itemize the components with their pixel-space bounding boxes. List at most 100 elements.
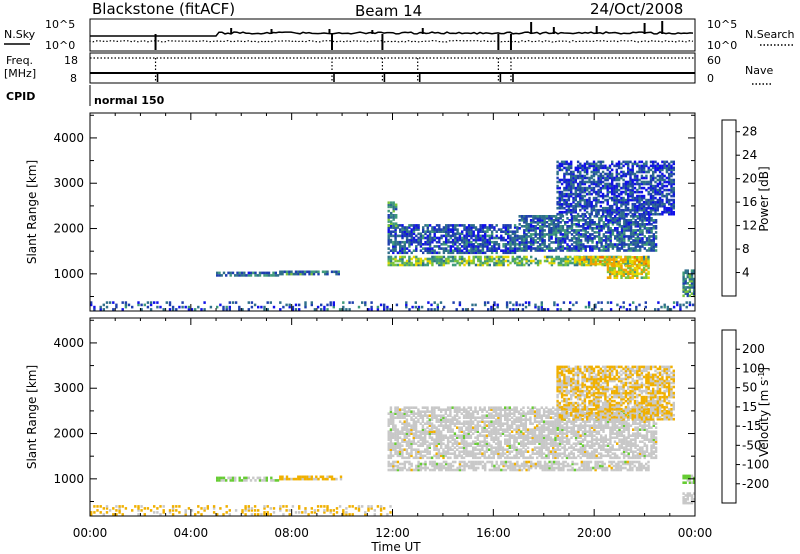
range-gate-cell xyxy=(590,176,593,180)
range-gate-cell xyxy=(624,202,628,206)
range-gate-cell xyxy=(431,257,434,261)
range-gate-cell xyxy=(629,188,632,192)
range-gate-cell xyxy=(620,170,623,174)
range-gate-cell xyxy=(596,466,600,470)
range-gate-cell xyxy=(431,251,434,255)
range-gate-cell xyxy=(430,438,434,441)
range-gate-cell xyxy=(465,259,468,263)
range-gate-cell xyxy=(576,192,580,196)
range-gate-cell xyxy=(440,436,443,439)
range-gate-cell xyxy=(310,475,313,479)
range-gate-cell xyxy=(633,266,637,270)
range-gate-cell xyxy=(403,466,406,470)
range-gate-cell xyxy=(620,217,624,220)
range-gate-cell xyxy=(467,452,470,455)
range-gate-cell xyxy=(458,255,462,259)
range-gate-cell xyxy=(470,245,473,248)
range-gate-cell xyxy=(405,232,409,236)
range-gate-cell xyxy=(320,505,323,508)
range-gate-cell xyxy=(588,190,591,194)
range-gate-cell xyxy=(241,308,244,311)
range-gate-cell xyxy=(638,208,641,212)
range-gate-cell xyxy=(561,225,565,228)
range-gate-cell xyxy=(690,273,694,277)
range-gate-cell xyxy=(579,233,583,236)
range-gate-cell xyxy=(488,420,491,423)
range-gate-cell xyxy=(310,507,313,510)
range-gate-cell xyxy=(451,452,454,455)
range-gate-cell xyxy=(525,239,528,242)
range-gate-cell xyxy=(245,274,248,277)
range-gate-cell xyxy=(394,234,397,238)
range-gate-cell xyxy=(532,225,535,228)
range-gate-cell xyxy=(267,271,271,275)
range-gate-cell xyxy=(558,202,561,206)
range-gate-cell xyxy=(490,230,494,233)
range-gate-cell xyxy=(565,208,568,212)
range-gate-cell xyxy=(636,266,639,270)
range-gate-cell xyxy=(458,466,462,470)
range-gate-cell xyxy=(584,235,587,238)
range-gate-cell xyxy=(476,436,479,439)
range-gate-cell xyxy=(490,247,494,250)
range-gate-cell xyxy=(465,408,468,411)
range-gate-cell xyxy=(298,507,301,510)
range-gate-cell xyxy=(218,479,221,482)
range-gate-cell xyxy=(405,303,408,307)
range-gate-cell xyxy=(108,301,112,304)
range-gate-cell xyxy=(509,240,512,244)
range-gate-cell xyxy=(488,257,491,261)
range-gate-cell xyxy=(634,223,637,226)
range-gate-cell xyxy=(440,420,443,423)
range-gate-cell xyxy=(688,288,692,291)
range-gate-cell xyxy=(437,436,441,439)
range-gate-cell xyxy=(554,219,558,222)
range-gate-cell xyxy=(389,420,393,423)
range-gate-cell xyxy=(541,233,544,236)
range-gate-cell xyxy=(670,178,673,182)
range-gate-cell xyxy=(536,259,540,263)
range-gate-cell xyxy=(419,462,423,466)
range-gate-cell xyxy=(586,204,589,208)
range-gate-cell xyxy=(539,227,542,230)
range-gate-cell xyxy=(279,505,282,508)
range-gate-cell xyxy=(500,263,503,267)
range-gate-cell xyxy=(399,259,402,263)
range-gate-cell xyxy=(445,249,448,252)
range-gate-cell xyxy=(408,408,411,411)
range-gate-cell xyxy=(589,233,592,236)
nave-label: Nave xyxy=(745,64,773,77)
range-gate-cell xyxy=(558,196,561,200)
range-gate-cell xyxy=(645,466,648,470)
range-gate-cell xyxy=(461,257,464,261)
range-gate-cell xyxy=(433,446,436,449)
range-gate-cell xyxy=(465,245,468,248)
range-gate-cell xyxy=(609,229,612,232)
range-gate-cell xyxy=(520,257,524,261)
range-gate-cell xyxy=(560,196,564,200)
range-gate-cell xyxy=(403,263,406,267)
range-gate-cell xyxy=(663,160,666,164)
range-gate-cell xyxy=(633,268,637,272)
range-gate-cell xyxy=(497,245,501,248)
range-gate-cell xyxy=(516,236,519,240)
range-gate-cell xyxy=(225,274,228,277)
range-gate-cell xyxy=(310,270,313,274)
range-gate-cell xyxy=(229,479,232,482)
range-gate-cell xyxy=(558,206,561,210)
range-gate-cell xyxy=(463,224,466,227)
range-gate-cell xyxy=(493,464,496,468)
range-gate-cell xyxy=(617,178,621,182)
range-gate-cell xyxy=(321,270,325,274)
range-gate-cell xyxy=(467,436,470,439)
range-gate-cell xyxy=(552,231,555,234)
range-gate-cell xyxy=(562,257,565,261)
range-gate-cell xyxy=(430,442,434,445)
range-gate-cell xyxy=(596,262,600,266)
range-gate-cell xyxy=(228,509,231,512)
range-gate-cell xyxy=(589,223,592,226)
range-gate-cell xyxy=(212,507,216,510)
range-gate-cell xyxy=(611,219,615,222)
range-gate-cell xyxy=(415,263,418,267)
range-gate-cell xyxy=(642,206,646,210)
